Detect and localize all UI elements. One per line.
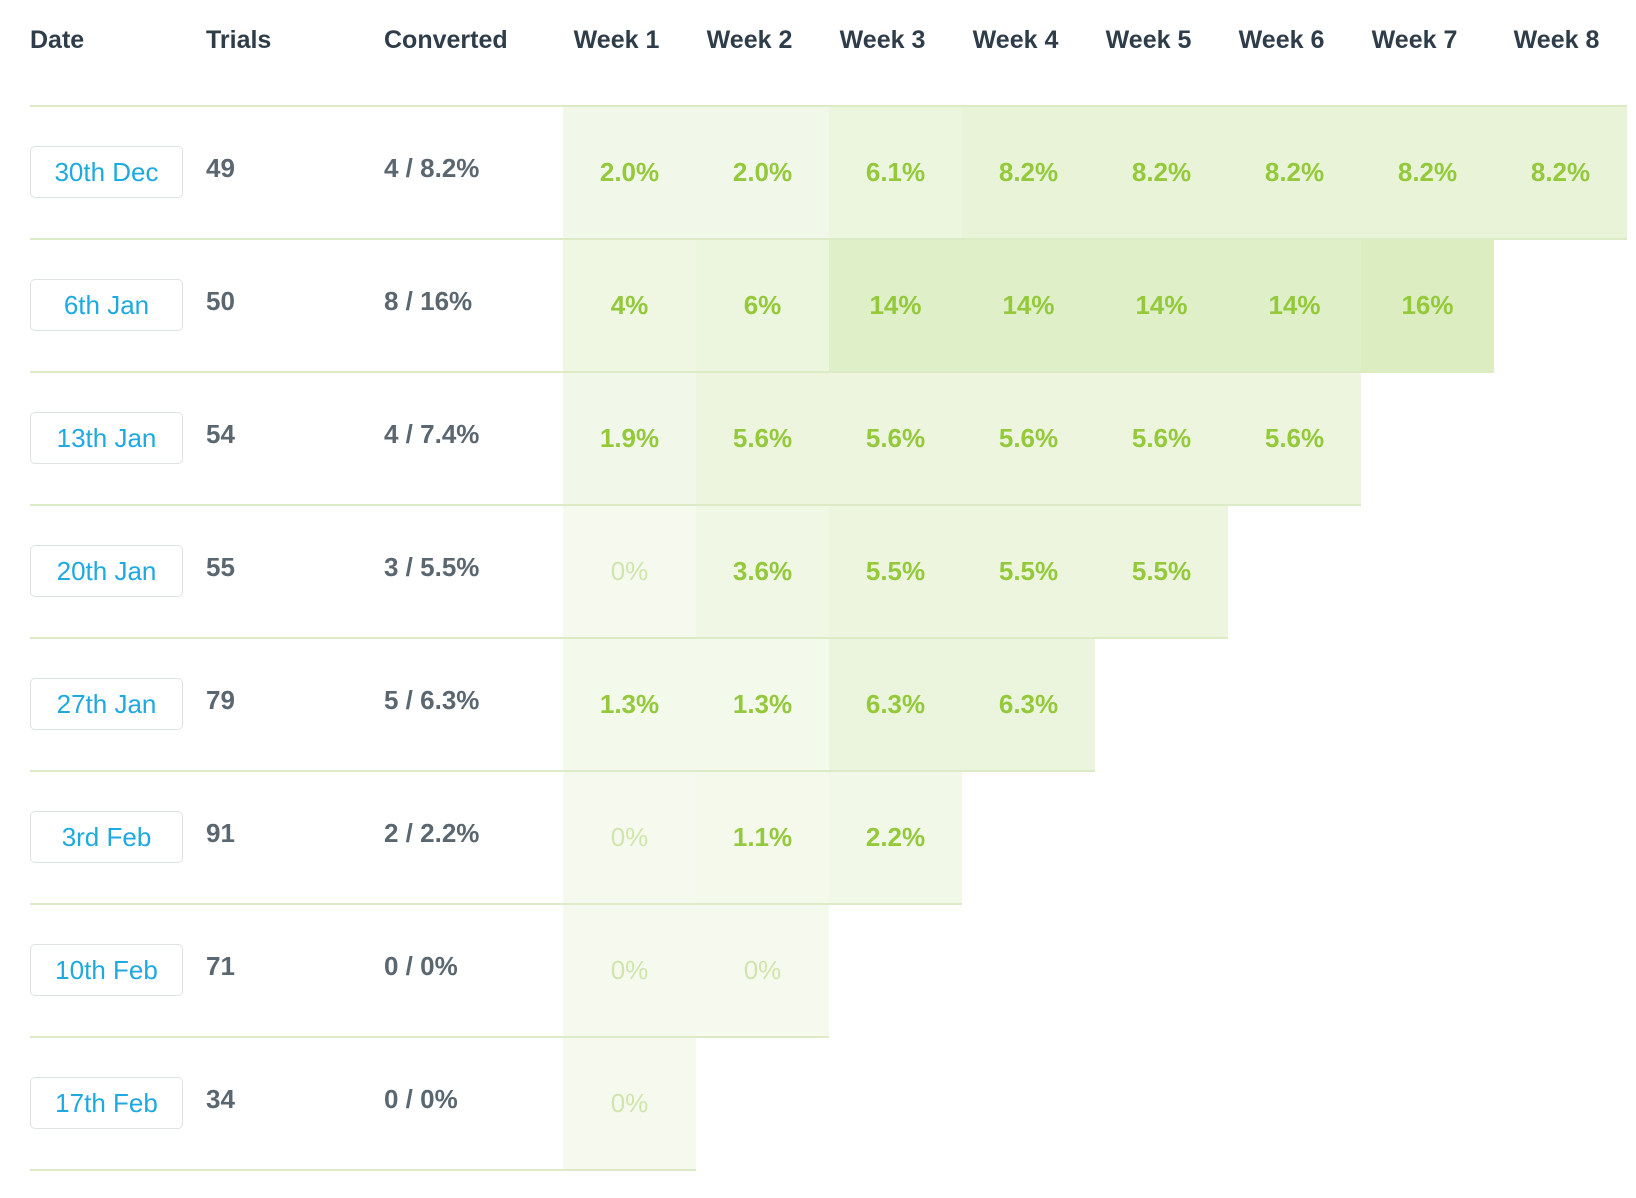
header-divider (30, 105, 1627, 107)
week-2-cell: 0% (696, 905, 829, 1036)
converted-column-header: Converted (384, 26, 508, 54)
cohort-date-button[interactable]: 10th Feb (30, 944, 183, 996)
trials-count: 54 (206, 419, 235, 449)
week-7-cell: 16% (1361, 240, 1494, 371)
trials-count: 55 (206, 552, 235, 582)
week-6-cell: 5.6% (1228, 373, 1361, 504)
week-1-cell: 1.9% (563, 373, 696, 504)
converted-value: 5 / 6.3% (384, 685, 480, 715)
week-5-cell: 5.5% (1095, 506, 1228, 637)
week-3-cell: 6.1% (829, 107, 962, 238)
week-8-cell: 8.2% (1494, 107, 1627, 238)
cohort-date-button[interactable]: 3rd Feb (30, 811, 183, 863)
week-2-cell: 1.1% (696, 772, 829, 903)
week-4-column-header: Week 4 (972, 26, 1059, 54)
week-4-cell: 14% (962, 240, 1095, 371)
row-divider (30, 1036, 829, 1038)
week-5-cell: 5.6% (1095, 373, 1228, 504)
trials-column-header: Trials (206, 26, 272, 54)
week-4-cell: 5.6% (962, 373, 1095, 504)
row-divider (30, 770, 1095, 772)
row-divider (30, 371, 1494, 373)
trials-count: 71 (206, 951, 235, 981)
week-5-cell: 8.2% (1095, 107, 1228, 238)
trials-count: 50 (206, 286, 235, 316)
week-4-cell: 5.5% (962, 506, 1095, 637)
cohort-date-button[interactable]: 6th Jan (30, 279, 183, 331)
week-3-cell: 5.5% (829, 506, 962, 637)
week-3-cell: 5.6% (829, 373, 962, 504)
week-3-cell: 2.2% (829, 772, 962, 903)
converted-value: 2 / 2.2% (384, 818, 480, 848)
cohort-date-button[interactable]: 27th Jan (30, 678, 183, 730)
date-column-header: Date (30, 26, 85, 54)
week-7-cell: 8.2% (1361, 107, 1494, 238)
trials-count: 34 (206, 1084, 235, 1114)
table-header: Date Trials Converted Week 1 Week 2 Week… (0, 0, 1636, 80)
week-2-cell: 6% (696, 240, 829, 371)
week-6-column-header: Week 6 (1238, 26, 1325, 54)
converted-value: 4 / 7.4% (384, 419, 480, 449)
week-3-column-header: Week 3 (839, 26, 926, 54)
week-3-cell: 6.3% (829, 639, 962, 770)
converted-value: 3 / 5.5% (384, 552, 480, 582)
week-1-column-header: Week 1 (573, 26, 660, 54)
week-7-column-header: Week 7 (1371, 26, 1458, 54)
trials-count: 79 (206, 685, 235, 715)
row-divider (30, 504, 1361, 506)
row-divider (30, 1169, 696, 1171)
week-2-cell: 2.0% (696, 107, 829, 238)
week-8-column-header: Week 8 (1513, 26, 1600, 54)
week-6-cell: 8.2% (1228, 107, 1361, 238)
trials-count: 49 (206, 153, 235, 183)
converted-value: 4 / 8.2% (384, 153, 480, 183)
week-4-cell: 6.3% (962, 639, 1095, 770)
week-3-cell: 14% (829, 240, 962, 371)
week-1-cell: 0% (563, 772, 696, 903)
cohort-date-button[interactable]: 30th Dec (30, 146, 183, 198)
week-2-cell: 1.3% (696, 639, 829, 770)
converted-value: 0 / 0% (384, 1084, 458, 1114)
week-2-column-header: Week 2 (706, 26, 793, 54)
week-1-cell: 0% (563, 1038, 696, 1169)
week-1-cell: 0% (563, 506, 696, 637)
week-1-cell: 4% (563, 240, 696, 371)
week-1-cell: 1.3% (563, 639, 696, 770)
week-5-cell: 14% (1095, 240, 1228, 371)
row-divider (30, 238, 1627, 240)
cohort-date-button[interactable]: 20th Jan (30, 545, 183, 597)
row-divider (30, 903, 962, 905)
week-1-cell: 2.0% (563, 107, 696, 238)
converted-value: 0 / 0% (384, 951, 458, 981)
week-5-column-header: Week 5 (1105, 26, 1192, 54)
trials-count: 91 (206, 818, 235, 848)
converted-value: 8 / 16% (384, 286, 473, 316)
cohort-date-button[interactable]: 13th Jan (30, 412, 183, 464)
week-6-cell: 14% (1228, 240, 1361, 371)
week-2-cell: 5.6% (696, 373, 829, 504)
week-2-cell: 3.6% (696, 506, 829, 637)
row-divider (30, 637, 1228, 639)
week-1-cell: 0% (563, 905, 696, 1036)
week-4-cell: 8.2% (962, 107, 1095, 238)
cohort-date-button[interactable]: 17th Feb (30, 1077, 183, 1129)
